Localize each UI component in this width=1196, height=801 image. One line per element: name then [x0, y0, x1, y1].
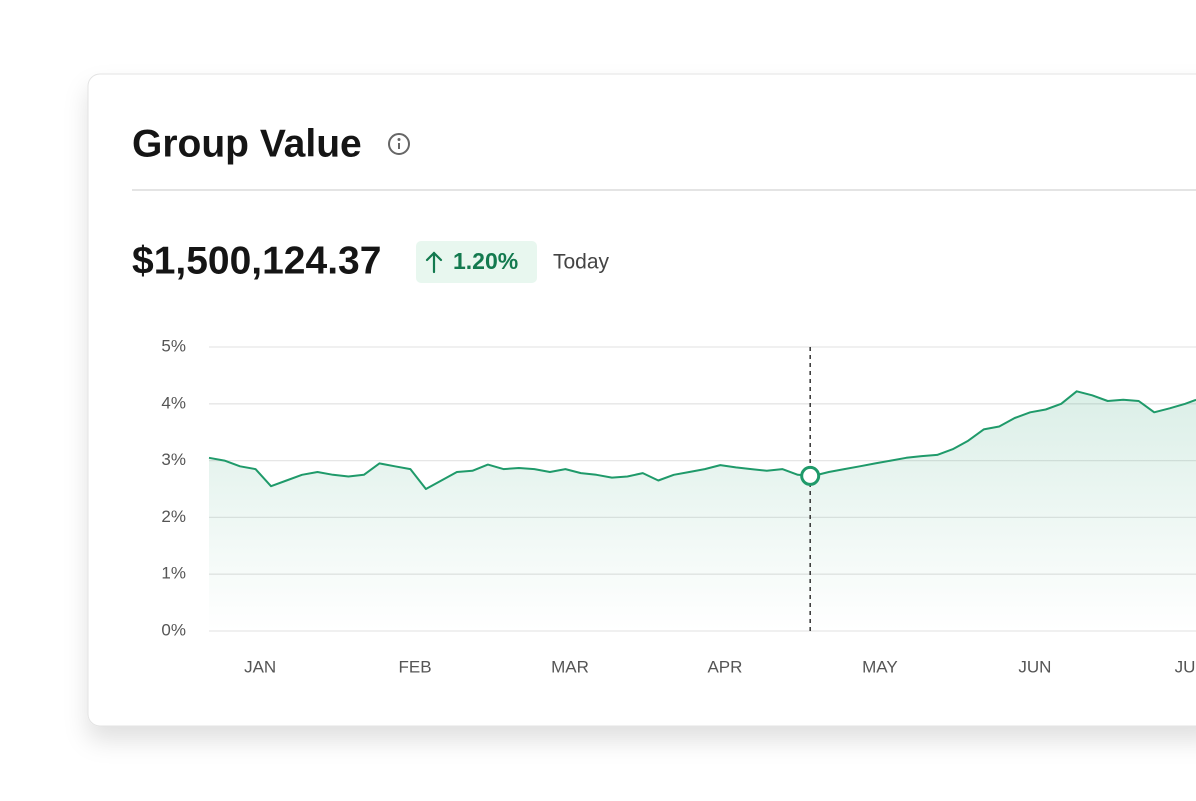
x-tick-label: APR [707, 657, 742, 676]
y-tick-label: 0% [161, 620, 186, 639]
y-tick-label: 5% [161, 336, 186, 355]
x-tick-label: JUL [1175, 657, 1196, 676]
change-badge [416, 241, 537, 283]
info-icon[interactable] [388, 133, 410, 155]
x-tick-label: JAN [244, 657, 276, 676]
x-tick-label: MAR [551, 657, 589, 676]
period-label: Today [553, 251, 610, 274]
up-arrow [425, 251, 443, 274]
y-tick-label: 2% [161, 507, 186, 526]
hover-point[interactable] [800, 465, 821, 486]
x-tick-label: JUN [1018, 657, 1051, 676]
change-value: 1.20% [453, 248, 518, 274]
x-tick-label: MAY [862, 657, 898, 676]
total-value: $1,500,124.37 [132, 239, 381, 282]
x-tick-label: FEB [399, 657, 432, 676]
card-title: Group Value [132, 122, 362, 165]
y-tick-label: 3% [161, 450, 186, 469]
y-tick-label: 4% [161, 393, 186, 412]
y-tick-label: 1% [161, 564, 186, 583]
line [208, 390, 1196, 490]
